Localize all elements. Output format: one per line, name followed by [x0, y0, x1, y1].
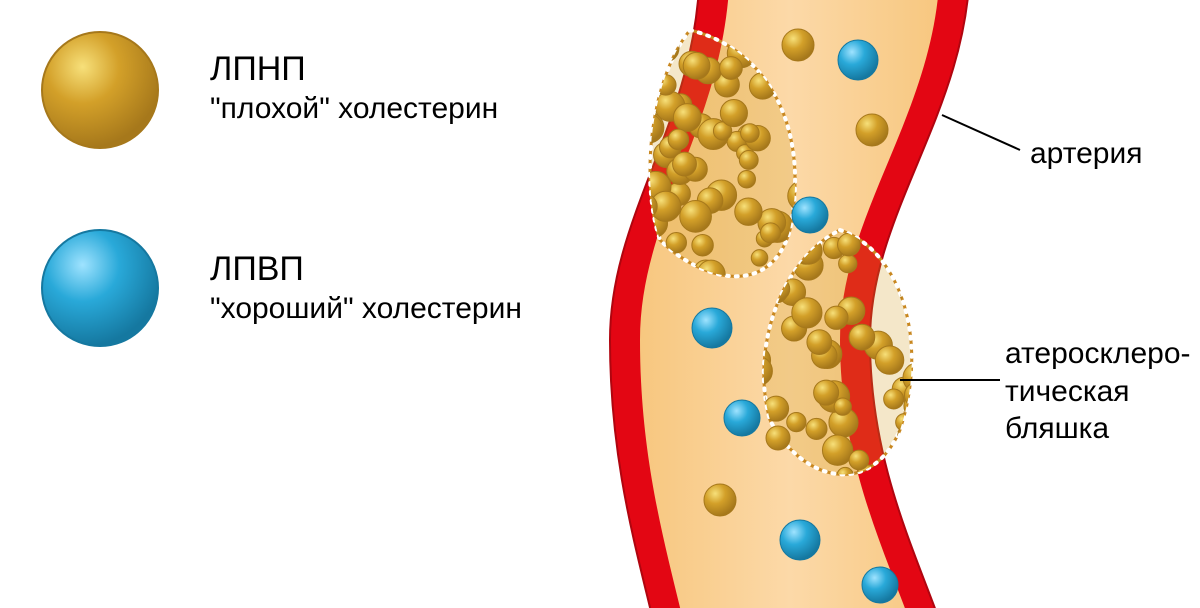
legend-ldl-sub: "плохой" холестерин [210, 90, 498, 128]
annotation-plaque: атеросклеро- тическая бляшка [1005, 335, 1191, 448]
annotation-plaque-line2: тическая [1005, 373, 1191, 411]
annotation-artery: артерия [1030, 135, 1143, 173]
legend-hdl-sub: "хороший" холестерин [210, 290, 522, 328]
legend-ldl-title: ЛПНП [210, 48, 306, 91]
diagram-root: ЛПНП "плохой" холестерин ЛПВП "хороший" … [0, 0, 1200, 608]
annotation-plaque-line3: бляшка [1005, 410, 1191, 448]
annotation-plaque-line1: атеросклеро- [1005, 335, 1191, 373]
legend-hdl-title: ЛПВП [210, 248, 304, 291]
diagram-svg [0, 0, 1200, 608]
